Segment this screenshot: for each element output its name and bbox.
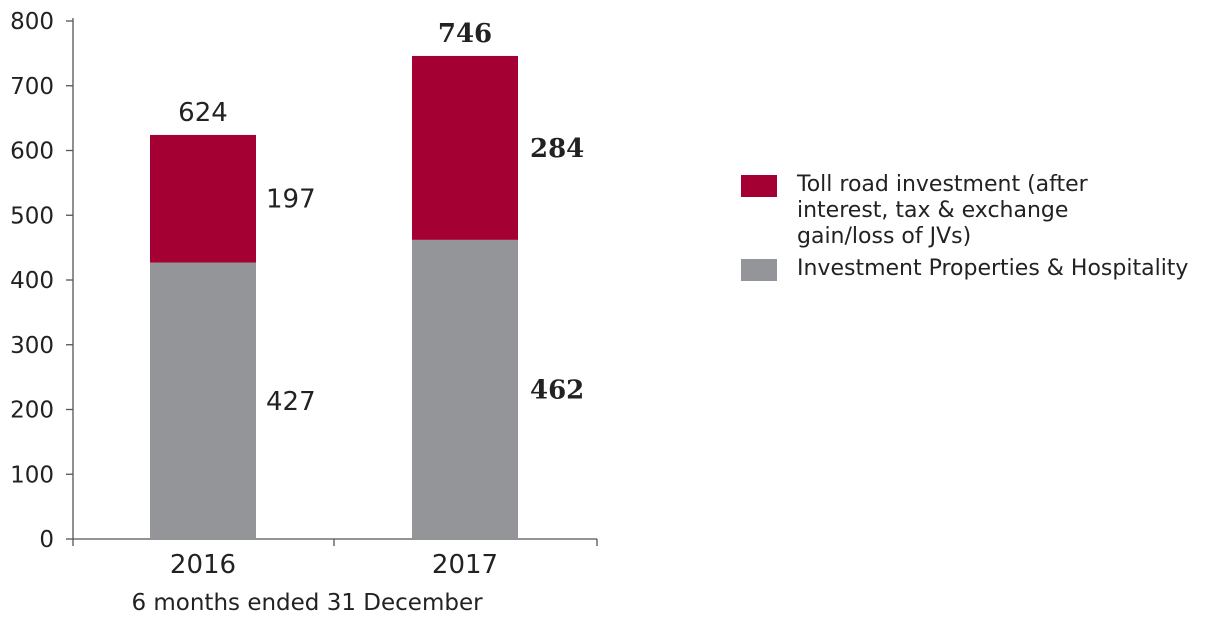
- y-tick-label: 0: [39, 527, 54, 553]
- y-tick-label: 700: [10, 74, 54, 100]
- total-label: 746: [438, 19, 492, 49]
- y-tick-label: 600: [10, 139, 54, 165]
- data-label: 197: [266, 185, 316, 215]
- legend: Toll road investment (after interest, ta…: [741, 172, 1201, 288]
- data-label: 462: [530, 375, 584, 405]
- legend-swatch-toll-road: [741, 175, 777, 197]
- y-tick-label: 800: [10, 9, 54, 35]
- legend-item-toll-road: Toll road investment (after interest, ta…: [741, 172, 1201, 250]
- bar-segment-investment-properties-2016: [150, 262, 256, 539]
- bars: [150, 55, 518, 540]
- bar-segment-toll-road-2017: [412, 55, 518, 240]
- bar-segment-investment-properties-2017: [412, 239, 518, 540]
- labels: 2016 2017 427 197 624 462 284 746: [170, 19, 584, 580]
- legend-label-investment-properties: Investment Properties & Hospitality: [797, 256, 1189, 281]
- bar-segment-toll-road-2016: [150, 134, 256, 263]
- y-tick-label: 100: [10, 462, 54, 488]
- y-tick-label: 500: [10, 203, 54, 229]
- legend-swatch-investment-properties: [741, 259, 777, 281]
- x-tick-label: 2017: [432, 550, 498, 580]
- total-label: 624: [178, 98, 228, 128]
- x-axis-title: 6 months ended 31 December: [131, 590, 483, 616]
- legend-label-toll-road: Toll road investment (after interest, ta…: [797, 172, 1088, 249]
- x-tick-label: 2016: [170, 550, 236, 580]
- legend-item-investment-properties: Investment Properties & Hospitality: [741, 256, 1201, 282]
- y-tick-label: 400: [10, 268, 54, 294]
- y-tick-label: 300: [10, 333, 54, 359]
- data-label: 427: [266, 387, 316, 417]
- axes: 0 100 200 300 400 500 600 700 800: [10, 9, 598, 553]
- data-label: 284: [530, 134, 584, 164]
- y-tick-label: 200: [10, 398, 54, 424]
